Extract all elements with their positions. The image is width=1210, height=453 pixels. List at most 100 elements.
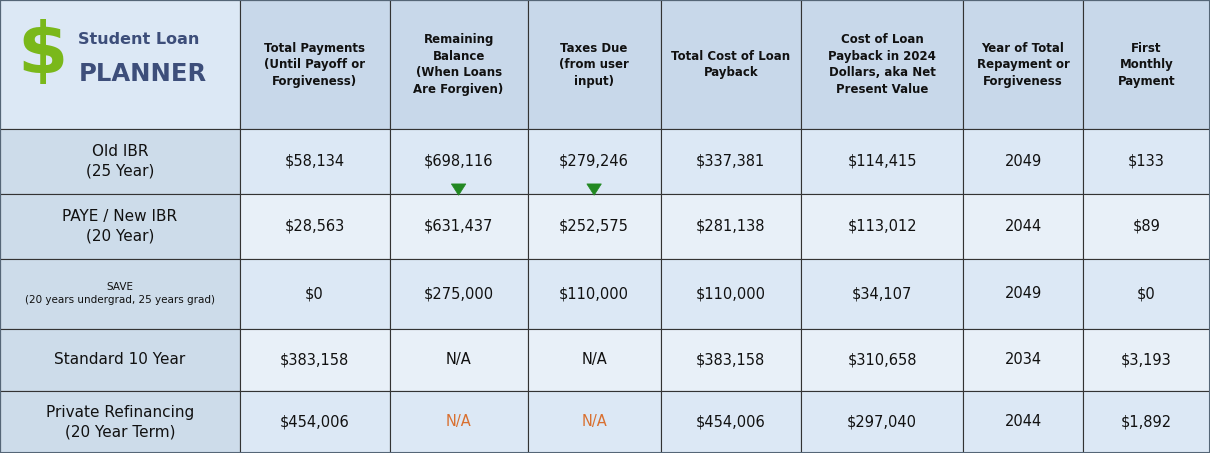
Text: 2049: 2049 [1004,286,1042,301]
Text: $114,415: $114,415 [847,154,917,169]
Bar [801,194,963,259]
Text: $110,000: $110,000 [696,286,766,301]
Text: $0: $0 [305,286,324,301]
Bar [801,259,963,329]
Text: $1,892: $1,892 [1120,414,1172,429]
Text: Cost of Loan
Payback in 2024
Dollars, aka Net
Present Value: Cost of Loan Payback in 2024 Dollars, ak… [828,34,937,96]
Text: $252,575: $252,575 [559,219,629,234]
Text: Student Loan: Student Loan [79,32,200,47]
Text: $337,381: $337,381 [696,154,766,169]
Text: Total Payments
(Until Payoff or
Forgiveness): Total Payments (Until Payoff or Forgiven… [264,42,365,87]
Text: N/A: N/A [445,414,472,429]
Text: $383,158: $383,158 [280,352,350,367]
Text: $454,006: $454,006 [280,414,350,429]
Text: $113,012: $113,012 [847,219,917,234]
Bar [1083,0,1210,129]
Text: PAYE / New IBR
(20 Year): PAYE / New IBR (20 Year) [62,209,178,243]
Text: 2044: 2044 [1004,219,1042,234]
Text: Remaining
Balance
(When Loans
Are Forgiven): Remaining Balance (When Loans Are Forgiv… [414,34,503,96]
Text: PLANNER: PLANNER [79,62,207,86]
Bar [963,391,1083,453]
Bar [1083,259,1210,329]
Bar [240,0,390,129]
Bar [240,329,390,391]
Text: $281,138: $281,138 [696,219,766,234]
Bar [240,391,390,453]
Text: $275,000: $275,000 [424,286,494,301]
Bar [0,194,240,259]
Bar [1083,329,1210,391]
Text: $89: $89 [1133,219,1160,234]
Bar [801,329,963,391]
Text: $454,006: $454,006 [696,414,766,429]
Text: 2034: 2034 [1004,352,1042,367]
Bar [661,129,801,194]
Text: $310,658: $310,658 [847,352,917,367]
Bar [528,391,661,453]
Text: SAVE
(20 years undergrad, 25 years grad): SAVE (20 years undergrad, 25 years grad) [24,282,215,305]
Bar [661,329,801,391]
Bar [801,0,963,129]
Text: $3,193: $3,193 [1122,352,1171,367]
Bar [390,0,528,129]
Text: N/A: N/A [445,352,472,367]
Bar [661,391,801,453]
Text: Standard 10 Year: Standard 10 Year [54,352,185,367]
Text: 2049: 2049 [1004,154,1042,169]
Text: Taxes Due
(from user
input): Taxes Due (from user input) [559,42,629,87]
Bar [390,194,528,259]
Bar [390,129,528,194]
Text: Year of Total
Repayment or
Forgiveness: Year of Total Repayment or Forgiveness [976,42,1070,87]
Text: $28,563: $28,563 [284,219,345,234]
Polygon shape [451,184,466,195]
Bar [240,259,390,329]
Text: Old IBR
(25 Year): Old IBR (25 Year) [86,145,154,178]
Bar [240,129,390,194]
Text: $698,116: $698,116 [424,154,494,169]
Bar [390,391,528,453]
Bar [661,0,801,129]
Bar [0,329,240,391]
Text: $133: $133 [1128,154,1165,169]
Text: $34,107: $34,107 [852,286,912,301]
Bar [528,129,661,194]
Text: $383,158: $383,158 [696,352,766,367]
Bar [0,391,240,453]
Bar [528,194,661,259]
Bar [528,0,661,129]
Text: First
Monthly
Payment: First Monthly Payment [1118,42,1175,87]
Bar [240,194,390,259]
Bar [528,329,661,391]
Bar [390,259,528,329]
Bar [0,0,240,129]
Text: $279,246: $279,246 [559,154,629,169]
Text: $: $ [17,19,68,88]
Text: N/A: N/A [581,352,607,367]
Text: $631,437: $631,437 [424,219,494,234]
Bar [390,329,528,391]
Bar [963,329,1083,391]
Text: Private Refinancing
(20 Year Term): Private Refinancing (20 Year Term) [46,405,194,439]
Bar [661,194,801,259]
Text: $110,000: $110,000 [559,286,629,301]
Bar [963,0,1083,129]
Bar [0,129,240,194]
Text: N/A: N/A [581,414,607,429]
Text: $58,134: $58,134 [284,154,345,169]
Bar [661,259,801,329]
Bar [801,391,963,453]
Bar [1083,194,1210,259]
Bar [1083,129,1210,194]
Bar [963,194,1083,259]
Bar [963,259,1083,329]
Bar [801,129,963,194]
Text: 2044: 2044 [1004,414,1042,429]
Text: $0: $0 [1137,286,1156,301]
Bar [0,259,240,329]
Bar [1083,391,1210,453]
Polygon shape [587,184,601,195]
Text: $297,040: $297,040 [847,414,917,429]
Bar [528,259,661,329]
Text: Total Cost of Loan
Payback: Total Cost of Loan Payback [672,50,790,79]
Bar [963,129,1083,194]
